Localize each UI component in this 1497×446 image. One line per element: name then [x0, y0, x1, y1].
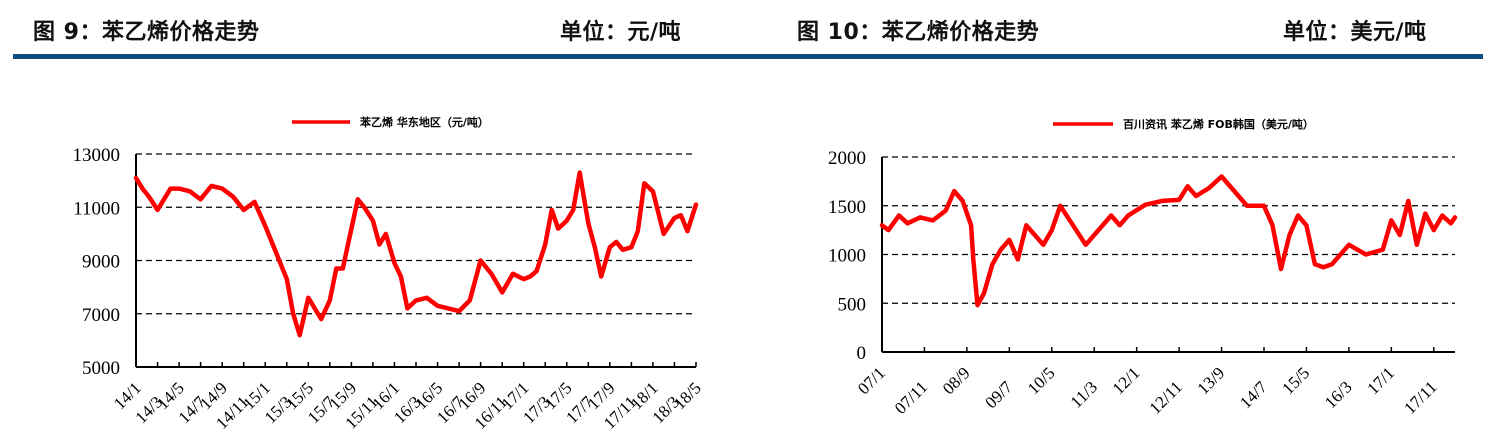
left-figure-title: 图 9：苯乙烯价格走势: [33, 20, 260, 45]
header-divider: [13, 54, 1483, 59]
right-figure-title: 图 10：苯乙烯价格走势: [797, 20, 1040, 45]
y-tick-label: 0: [857, 343, 867, 364]
y-tick-label: 500: [838, 294, 867, 315]
series-line: [879, 174, 1458, 308]
y-tick-label: 1500: [828, 197, 866, 218]
left-figure-unit: 单位：元/吨: [560, 20, 682, 45]
y-tick-label: 9000: [82, 252, 120, 273]
x-tick-label: 13/9: [1194, 363, 1229, 398]
legend-label: 苯乙烯 华东地区（元/吨）: [359, 115, 489, 129]
y-tick-label: 5000: [82, 358, 120, 379]
legend-label: 百川资讯 苯乙烯 FOB韩国（美元/吨）: [1123, 117, 1314, 131]
x-tick-label: 11/3: [1067, 377, 1101, 411]
x-tick-label: 08/9: [939, 363, 974, 398]
x-tick-label: 16/3: [1321, 377, 1356, 412]
left-line-chart: 130001100090007000500014/114/314/514/714…: [73, 115, 705, 433]
x-tick-label: 07/1: [854, 363, 889, 398]
x-tick-label: 17/11: [1400, 377, 1440, 417]
x-tick-label: 14/7: [1236, 377, 1271, 412]
y-tick-label: 7000: [82, 305, 120, 326]
x-tick-label: 07/11: [891, 377, 931, 417]
x-tick-label: 12/1: [1109, 363, 1144, 398]
y-tick-label: 11000: [73, 198, 120, 219]
y-tick-label: 13000: [73, 145, 121, 166]
x-tick-label: 15/5: [1278, 363, 1313, 398]
x-tick-label: 12/11: [1146, 377, 1186, 417]
series-line: [133, 170, 699, 338]
right-figure-unit: 单位：美元/吨: [1283, 20, 1427, 45]
x-tick-label: 17/1: [1363, 363, 1398, 398]
y-tick-label: 2000: [828, 148, 866, 169]
x-tick-label: 09/7: [981, 377, 1016, 412]
x-tick-label: 10/5: [1024, 363, 1059, 398]
y-tick-label: 1000: [828, 246, 866, 267]
